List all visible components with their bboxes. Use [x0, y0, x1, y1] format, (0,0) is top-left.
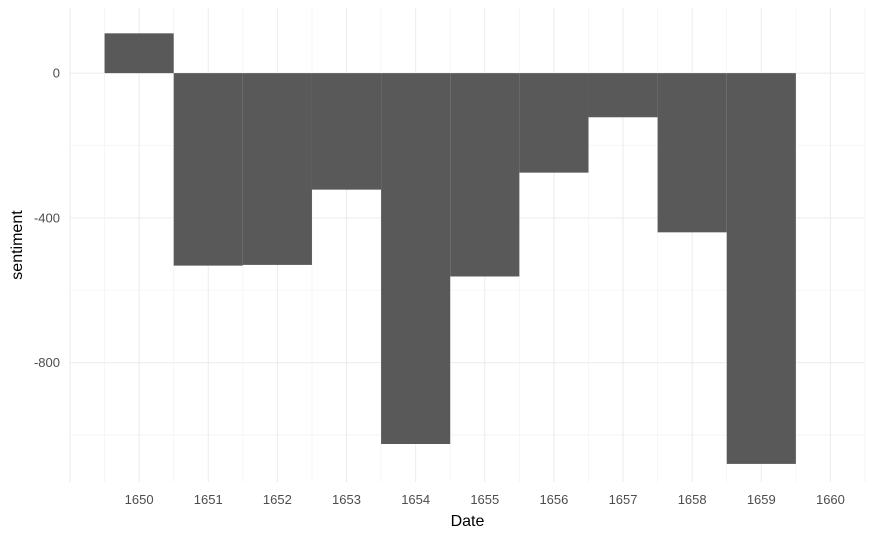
- bar-1655: [450, 73, 520, 277]
- x-tick-label: 1653: [332, 492, 361, 507]
- x-axis-tick-labels: 1650 1651 1652 1653 1654 1655 1656 1657 1658 1659…: [125, 492, 845, 507]
- x-tick-label: 1657: [609, 492, 638, 507]
- x-tick-label: 1658: [678, 492, 707, 507]
- bar-1653: [311, 73, 382, 190]
- bar-1656: [519, 73, 589, 173]
- x-axis-title: Date: [451, 513, 485, 530]
- x-tick-label: 1656: [539, 492, 568, 507]
- x-tick-label: 1650: [125, 492, 154, 507]
- y-tick-label: -400: [34, 210, 60, 225]
- x-tick-label: 1652: [263, 492, 292, 507]
- y-tick-label: 0: [53, 66, 60, 81]
- y-tick-label: -800: [34, 355, 60, 370]
- bars: [104, 33, 796, 464]
- bar-1654: [381, 73, 451, 445]
- y-axis-tick-labels: 0 -400 -800: [34, 66, 60, 370]
- x-tick-label: 1651: [194, 492, 223, 507]
- bar-1657: [588, 73, 658, 118]
- x-tick-label: 1659: [747, 492, 776, 507]
- bar-1651: [173, 73, 243, 266]
- y-axis-title: sentiment: [9, 210, 26, 280]
- x-tick-label: 1654: [401, 492, 430, 507]
- bar-1658: [657, 73, 727, 233]
- x-tick-label: 1655: [470, 492, 499, 507]
- x-tick-label: 1660: [816, 492, 845, 507]
- bar-1650: [104, 33, 174, 74]
- bar-1659: [726, 73, 796, 464]
- bar-1652: [242, 73, 312, 265]
